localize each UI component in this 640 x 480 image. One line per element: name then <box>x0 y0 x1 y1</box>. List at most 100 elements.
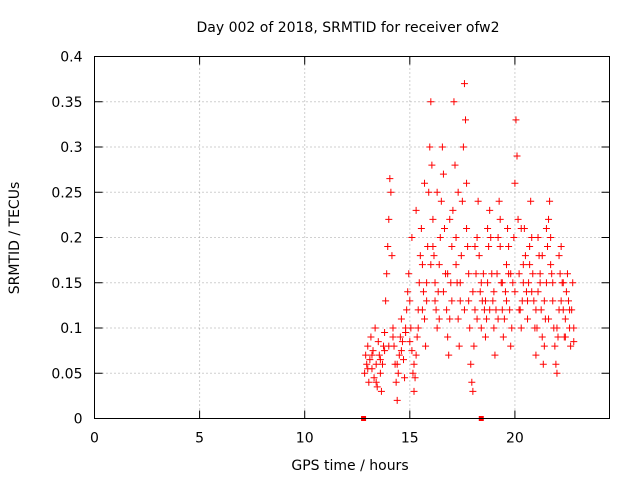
data-point <box>412 351 420 359</box>
data-point <box>361 369 369 377</box>
data-point <box>460 80 468 88</box>
data-point <box>373 383 381 391</box>
x-tick-label: 10 <box>296 431 314 447</box>
data-point <box>389 324 397 332</box>
data-point <box>473 234 481 241</box>
data-point <box>398 338 406 346</box>
data-point <box>484 279 492 287</box>
data-point <box>532 351 540 359</box>
data-point <box>483 315 491 323</box>
data-point <box>567 342 575 350</box>
data-point <box>393 396 401 404</box>
data-point <box>551 342 559 350</box>
data-point <box>507 270 515 278</box>
y-tick-label: 0.05 <box>51 366 82 382</box>
data-point <box>450 98 458 106</box>
data-point <box>474 197 482 205</box>
data-point <box>439 288 447 296</box>
data-point <box>376 369 384 377</box>
data-point <box>465 297 473 305</box>
data-point <box>494 315 502 323</box>
data-point <box>476 288 484 296</box>
data-point <box>443 306 451 314</box>
data-point <box>536 270 544 278</box>
data-point <box>500 315 508 323</box>
data-point <box>419 288 427 296</box>
data-point <box>428 161 436 169</box>
data-point <box>530 297 538 305</box>
data-point <box>402 329 410 337</box>
data-point <box>465 270 473 278</box>
data-point <box>542 279 550 287</box>
data-point <box>365 378 373 386</box>
data-point <box>401 374 409 382</box>
data-point <box>490 324 498 332</box>
data-point <box>427 261 435 269</box>
data-point <box>517 224 525 232</box>
data-point <box>452 234 460 241</box>
data-point <box>503 297 510 305</box>
data-point <box>515 306 523 314</box>
data-point <box>515 270 523 278</box>
y-tick-label: 0.35 <box>51 95 82 111</box>
data-point <box>463 224 471 232</box>
data-point <box>372 378 380 386</box>
data-point <box>505 243 513 251</box>
data-point <box>501 288 509 296</box>
data-point <box>426 143 434 151</box>
data-point <box>440 224 448 232</box>
data-point <box>369 347 377 355</box>
data-point <box>418 306 426 314</box>
data-point <box>526 261 534 269</box>
data-point <box>542 224 550 232</box>
data-point <box>429 243 437 251</box>
data-point <box>471 243 479 251</box>
data-point <box>545 215 553 223</box>
x-tick-labels: 0 5 10 15 20 <box>90 431 524 447</box>
data-point <box>435 261 443 269</box>
data-point <box>406 297 414 305</box>
data-point <box>387 188 395 196</box>
data-point <box>400 356 407 364</box>
y-tick-label: 0 <box>74 412 83 428</box>
data-point <box>464 243 472 251</box>
data-point <box>549 279 557 287</box>
data-point <box>423 279 431 287</box>
data-point <box>498 279 506 287</box>
data-point <box>548 270 556 278</box>
data-point <box>405 270 413 278</box>
data-point <box>439 170 447 178</box>
data-point <box>367 333 375 341</box>
data-point <box>490 288 498 296</box>
data-point <box>421 179 429 187</box>
data-point <box>487 234 495 241</box>
data-point <box>412 206 420 214</box>
data-point <box>446 215 454 223</box>
data-point <box>366 356 374 364</box>
data-point <box>499 333 507 341</box>
data-point <box>554 333 562 341</box>
data-point <box>561 333 569 341</box>
data-point <box>486 206 494 214</box>
data-point <box>546 197 554 205</box>
data-point <box>534 234 542 241</box>
data-point <box>519 261 527 269</box>
data-point <box>381 329 389 337</box>
data-point <box>460 306 468 314</box>
data-point <box>509 279 517 287</box>
data-point <box>496 243 504 251</box>
data-point <box>418 261 426 269</box>
data-point <box>569 279 577 287</box>
data-point <box>374 338 382 346</box>
data-point <box>375 351 383 359</box>
data-point <box>470 342 478 350</box>
y-tick-label: 0.4 <box>60 50 82 66</box>
data-point <box>425 188 433 196</box>
data-point <box>404 288 412 296</box>
data-point <box>549 297 557 305</box>
data-point <box>457 252 465 260</box>
data-point <box>493 270 501 278</box>
data-point <box>534 288 542 296</box>
data-point <box>364 342 372 350</box>
